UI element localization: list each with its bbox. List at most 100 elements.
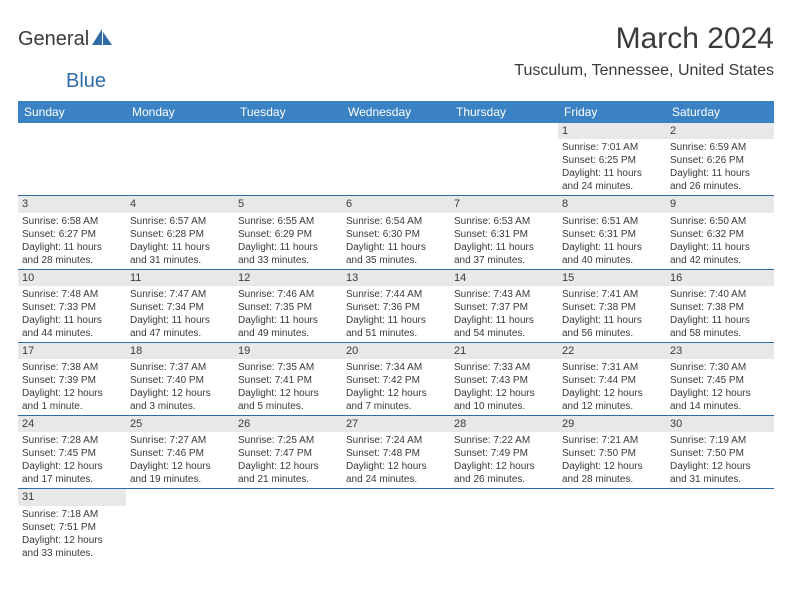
day-daylight1: Daylight: 12 hours (454, 387, 554, 400)
day-daylight2: and 17 minutes. (22, 473, 122, 486)
brand-logo: General (18, 28, 115, 51)
day-sunrise: Sunrise: 6:54 AM (346, 215, 446, 228)
day-daylight2: and 47 minutes. (130, 327, 230, 340)
day-daylight1: Daylight: 12 hours (562, 387, 662, 400)
day-sunrise: Sunrise: 7:43 AM (454, 288, 554, 301)
day-body: Sunrise: 6:51 AMSunset: 6:31 PMDaylight:… (558, 213, 666, 269)
weekday-mon: Monday (126, 101, 234, 123)
day-body: Sunrise: 7:38 AMSunset: 7:39 PMDaylight:… (18, 359, 126, 415)
day-body: Sunrise: 7:27 AMSunset: 7:46 PMDaylight:… (126, 432, 234, 488)
day-sunrise: Sunrise: 7:37 AM (130, 361, 230, 374)
day-daylight2: and 33 minutes. (22, 547, 122, 560)
day-cell: 30Sunrise: 7:19 AMSunset: 7:50 PMDayligh… (666, 416, 774, 489)
day-sunrise: Sunrise: 7:18 AM (22, 508, 122, 521)
day-cell: 29Sunrise: 7:21 AMSunset: 7:50 PMDayligh… (558, 416, 666, 489)
brand-word-2: Blue (66, 70, 106, 92)
day-sunset: Sunset: 7:44 PM (562, 374, 662, 387)
empty-cell (234, 123, 342, 196)
day-number: 29 (558, 416, 666, 432)
day-number: 3 (18, 196, 126, 212)
day-body: Sunrise: 7:21 AMSunset: 7:50 PMDaylight:… (558, 432, 666, 488)
day-daylight1: Daylight: 12 hours (22, 534, 122, 547)
day-number: 20 (342, 343, 450, 359)
day-sunset: Sunset: 7:45 PM (670, 374, 770, 387)
day-cell: 5Sunrise: 6:55 AMSunset: 6:29 PMDaylight… (234, 196, 342, 269)
day-daylight1: Daylight: 11 hours (346, 314, 446, 327)
day-daylight2: and 35 minutes. (346, 254, 446, 267)
day-sunrise: Sunrise: 7:38 AM (22, 361, 122, 374)
day-daylight2: and 21 minutes. (238, 473, 338, 486)
day-daylight2: and 26 minutes. (670, 180, 770, 193)
day-number: 21 (450, 343, 558, 359)
day-body: Sunrise: 7:34 AMSunset: 7:42 PMDaylight:… (342, 359, 450, 415)
calendar-row: 3Sunrise: 6:58 AMSunset: 6:27 PMDaylight… (18, 196, 774, 269)
day-daylight2: and 26 minutes. (454, 473, 554, 486)
day-daylight1: Daylight: 11 hours (562, 167, 662, 180)
day-sunset: Sunset: 7:45 PM (22, 447, 122, 460)
day-daylight2: and 37 minutes. (454, 254, 554, 267)
day-number: 13 (342, 270, 450, 286)
empty-cell (126, 123, 234, 196)
day-daylight2: and 51 minutes. (346, 327, 446, 340)
day-sunrise: Sunrise: 7:41 AM (562, 288, 662, 301)
day-cell: 27Sunrise: 7:24 AMSunset: 7:48 PMDayligh… (342, 416, 450, 489)
day-body: Sunrise: 7:31 AMSunset: 7:44 PMDaylight:… (558, 359, 666, 415)
day-daylight2: and 31 minutes. (670, 473, 770, 486)
day-number: 8 (558, 196, 666, 212)
day-cell: 7Sunrise: 6:53 AMSunset: 6:31 PMDaylight… (450, 196, 558, 269)
day-daylight1: Daylight: 12 hours (238, 460, 338, 473)
day-sunset: Sunset: 7:47 PM (238, 447, 338, 460)
day-daylight2: and 24 minutes. (346, 473, 446, 486)
day-daylight2: and 14 minutes. (670, 400, 770, 413)
weekday-tue: Tuesday (234, 101, 342, 123)
day-sunrise: Sunrise: 7:19 AM (670, 434, 770, 447)
day-sunset: Sunset: 6:31 PM (454, 228, 554, 241)
day-number: 26 (234, 416, 342, 432)
day-sunset: Sunset: 7:51 PM (22, 521, 122, 534)
day-daylight1: Daylight: 11 hours (670, 314, 770, 327)
day-cell: 12Sunrise: 7:46 AMSunset: 7:35 PMDayligh… (234, 269, 342, 342)
day-daylight2: and 28 minutes. (22, 254, 122, 267)
day-body: Sunrise: 7:48 AMSunset: 7:33 PMDaylight:… (18, 286, 126, 342)
day-sunset: Sunset: 6:28 PM (130, 228, 230, 241)
day-sunrise: Sunrise: 7:30 AM (670, 361, 770, 374)
day-daylight1: Daylight: 12 hours (670, 387, 770, 400)
weekday-row: Sunday Monday Tuesday Wednesday Thursday… (18, 101, 774, 123)
day-daylight1: Daylight: 12 hours (670, 460, 770, 473)
day-body: Sunrise: 7:18 AMSunset: 7:51 PMDaylight:… (18, 506, 126, 562)
day-number: 4 (126, 196, 234, 212)
calendar-row: 1Sunrise: 7:01 AMSunset: 6:25 PMDaylight… (18, 123, 774, 196)
day-cell: 25Sunrise: 7:27 AMSunset: 7:46 PMDayligh… (126, 416, 234, 489)
day-cell: 14Sunrise: 7:43 AMSunset: 7:37 PMDayligh… (450, 269, 558, 342)
day-cell: 6Sunrise: 6:54 AMSunset: 6:30 PMDaylight… (342, 196, 450, 269)
calendar-body: 1Sunrise: 7:01 AMSunset: 6:25 PMDaylight… (18, 123, 774, 562)
day-cell: 16Sunrise: 7:40 AMSunset: 7:38 PMDayligh… (666, 269, 774, 342)
day-body: Sunrise: 6:57 AMSunset: 6:28 PMDaylight:… (126, 213, 234, 269)
day-sunrise: Sunrise: 6:59 AM (670, 141, 770, 154)
calendar-row: 10Sunrise: 7:48 AMSunset: 7:33 PMDayligh… (18, 269, 774, 342)
day-sunset: Sunset: 7:48 PM (346, 447, 446, 460)
day-sunset: Sunset: 7:41 PM (238, 374, 338, 387)
day-number: 23 (666, 343, 774, 359)
day-sunset: Sunset: 7:43 PM (454, 374, 554, 387)
day-sunset: Sunset: 7:49 PM (454, 447, 554, 460)
calendar-row: 17Sunrise: 7:38 AMSunset: 7:39 PMDayligh… (18, 342, 774, 415)
weekday-fri: Friday (558, 101, 666, 123)
day-body: Sunrise: 7:30 AMSunset: 7:45 PMDaylight:… (666, 359, 774, 415)
day-daylight1: Daylight: 11 hours (22, 314, 122, 327)
day-cell: 26 Sunrise: 7:25 AMSunset: 7:47 PMDayligh… (234, 416, 342, 489)
day-daylight2: and 54 minutes. (454, 327, 554, 340)
day-daylight1: Daylight: 11 hours (562, 241, 662, 254)
day-sunrise: Sunrise: 7:27 AM (130, 434, 230, 447)
day-number: 27 (342, 416, 450, 432)
day-body: Sunrise: 7:40 AMSunset: 7:38 PMDaylight:… (666, 286, 774, 342)
day-sunrise: Sunrise: 7:01 AM (562, 141, 662, 154)
day-body: Sunrise: 7:22 AMSunset: 7:49 PMDaylight:… (450, 432, 558, 488)
day-sunrise: Sunrise: 7:40 AM (670, 288, 770, 301)
day-sunrise: Sunrise: 7:47 AM (130, 288, 230, 301)
day-sunset: Sunset: 7:50 PM (670, 447, 770, 460)
empty-cell (126, 489, 234, 562)
day-sunrise: Sunrise: 7:25 AM (238, 434, 338, 447)
day-cell: 10Sunrise: 7:48 AMSunset: 7:33 PMDayligh… (18, 269, 126, 342)
day-sunset: Sunset: 6:27 PM (22, 228, 122, 241)
